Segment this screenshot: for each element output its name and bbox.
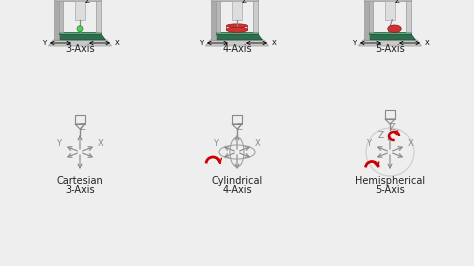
Text: Z: Z: [378, 131, 384, 140]
Text: X: X: [115, 40, 119, 46]
Text: Z: Z: [394, 0, 400, 4]
Text: Y: Y: [43, 40, 47, 46]
Polygon shape: [55, 0, 101, 1]
Ellipse shape: [227, 27, 247, 32]
Text: 5-Axis: 5-Axis: [375, 44, 405, 54]
Polygon shape: [232, 1, 242, 20]
Text: Hemispherical: Hemispherical: [355, 176, 425, 186]
Polygon shape: [59, 0, 64, 32]
Text: X: X: [408, 139, 414, 148]
Polygon shape: [358, 40, 421, 46]
Text: Y: Y: [366, 139, 372, 148]
Text: Z: Z: [237, 123, 243, 131]
Text: Y: Y: [200, 40, 204, 46]
Polygon shape: [48, 40, 111, 46]
Text: 5-Axis: 5-Axis: [375, 185, 405, 195]
Polygon shape: [365, 0, 411, 1]
Polygon shape: [211, 0, 216, 40]
Text: 4-Axis: 4-Axis: [222, 44, 252, 54]
Text: Cartesian: Cartesian: [56, 176, 103, 186]
Text: Z: Z: [84, 0, 90, 4]
Polygon shape: [55, 0, 59, 40]
Text: 3-Axis: 3-Axis: [65, 44, 95, 54]
Polygon shape: [75, 1, 85, 20]
Text: Cylindrical: Cylindrical: [211, 176, 263, 186]
Polygon shape: [55, 34, 106, 40]
Polygon shape: [365, 34, 416, 40]
Polygon shape: [369, 0, 374, 32]
Text: X: X: [255, 139, 261, 148]
Text: Y: Y: [213, 139, 219, 148]
Polygon shape: [369, 32, 411, 34]
Polygon shape: [216, 0, 220, 32]
Polygon shape: [365, 0, 369, 40]
Polygon shape: [254, 0, 258, 32]
Polygon shape: [211, 0, 258, 1]
Text: X: X: [98, 139, 104, 148]
Polygon shape: [385, 1, 395, 20]
Text: Y: Y: [56, 139, 62, 148]
Polygon shape: [59, 32, 101, 34]
Polygon shape: [407, 0, 411, 32]
Ellipse shape: [388, 25, 401, 32]
Text: 4-Axis: 4-Axis: [222, 185, 252, 195]
Polygon shape: [206, 40, 268, 46]
Text: X: X: [425, 40, 429, 46]
Polygon shape: [97, 0, 101, 32]
Text: X: X: [272, 40, 276, 46]
Text: Z: Z: [80, 123, 86, 131]
Ellipse shape: [227, 24, 247, 28]
Circle shape: [77, 26, 83, 32]
Text: Z: Z: [390, 123, 396, 131]
Text: Y: Y: [353, 40, 357, 46]
Text: Z: Z: [241, 0, 246, 4]
Text: 3-Axis: 3-Axis: [65, 185, 95, 195]
Polygon shape: [216, 32, 258, 34]
Polygon shape: [211, 34, 263, 40]
